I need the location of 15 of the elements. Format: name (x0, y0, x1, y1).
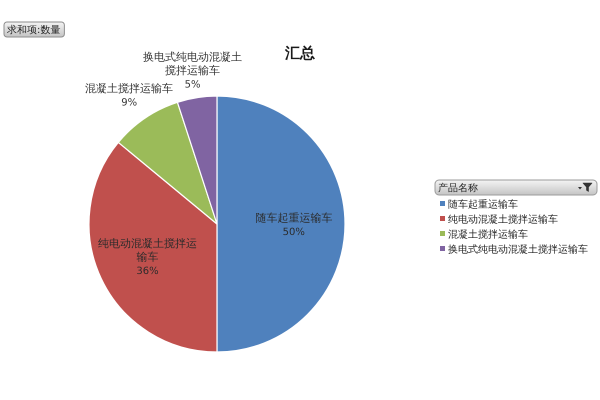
legend-label: 随车起重运输车 (448, 198, 518, 210)
legend-label: 混凝土搅拌运输车 (448, 228, 528, 240)
legend-title: 产品名称 (438, 182, 478, 194)
data-label: 5% (184, 79, 201, 90)
slice-label: 纯电动混凝土搅拌运输车 (98, 237, 198, 264)
slice-label: 随车起重运输车 (255, 211, 332, 224)
legend-label: 换电式纯电动混凝土搅拌运输车 (448, 244, 588, 256)
data-label: 9% (121, 98, 138, 109)
slice-label: 混凝土搅拌运输车 (85, 82, 174, 96)
legend-label: 纯电动混凝土搅拌运输车 (448, 214, 558, 226)
data-label: 50% (282, 226, 305, 238)
chart-title: 汇总 (284, 44, 315, 62)
data-label: 36% (136, 266, 159, 278)
annotation: 求和项:数量 (4, 22, 65, 38)
slice-label: 换电式纯电动混凝土搅拌运输车 (143, 50, 242, 77)
